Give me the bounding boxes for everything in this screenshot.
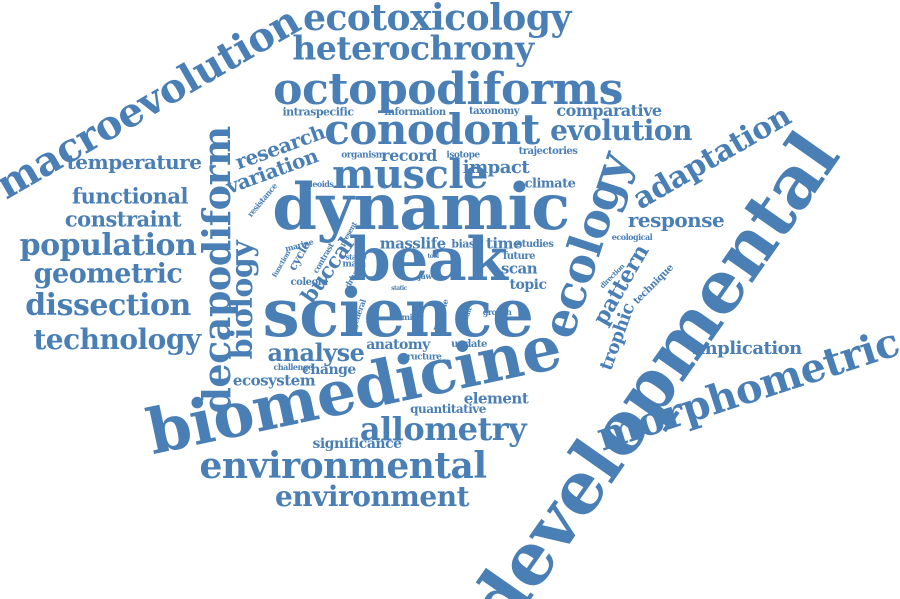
word-biology: biology [225, 240, 260, 360]
word-constraint: constraint [64, 206, 182, 232]
word-environment: environment [274, 480, 470, 513]
word-element: element [463, 389, 529, 408]
word-anatomy: anatomy [366, 337, 430, 353]
word-future: future [502, 251, 536, 262]
word-impact: impact [462, 157, 530, 178]
word-coleoids: coleoids [300, 179, 334, 189]
word-quantitative: quantitative [410, 402, 486, 416]
word-update: update [451, 339, 487, 350]
word-implication: implication [692, 338, 802, 359]
word-significance: significance [312, 436, 402, 452]
word-evolution: evolution [550, 114, 692, 147]
word-technology: technology [33, 323, 201, 356]
word-life: life [420, 234, 446, 253]
word-temperature: temperature [66, 150, 202, 174]
word-response: response [627, 208, 725, 232]
word-static: static [391, 285, 407, 292]
word-geometric: geometric [33, 258, 183, 290]
word-environmental: environmental [199, 445, 487, 487]
word-time: time [485, 234, 523, 253]
word-conodont: conodont [324, 105, 540, 154]
word-intraspecific: intraspecific [282, 105, 354, 119]
word-tool: tool [427, 253, 439, 260]
word-octopodiforms: octopodiforms [273, 64, 623, 115]
word-heterochrony: heterochrony [292, 28, 534, 68]
word-ecosystem: ecosystem [232, 371, 316, 390]
word-dynamic: dynamic [272, 170, 570, 245]
word-ecotoxicology: ecotoxicology [303, 0, 571, 39]
word-beak: beak [348, 225, 508, 295]
word-stable: stable [345, 252, 367, 262]
word-jaw: jaw [418, 271, 432, 281]
word-challenge: challenge [273, 362, 313, 372]
word-record: record [381, 146, 437, 165]
word-growth: growth [482, 307, 512, 317]
word-studies: studies [516, 239, 554, 250]
word-dissection: dissection [25, 288, 191, 323]
word-analyse: analyse [267, 338, 365, 367]
word-climate: climate [524, 176, 576, 192]
word-topic: topic [509, 277, 547, 293]
word-similar: similar [395, 312, 423, 322]
word-organism: organism [341, 150, 385, 161]
word-taxonomy: taxonomy [468, 106, 520, 117]
word-structure: structure [398, 352, 442, 363]
word-muscle: muscle [332, 151, 488, 198]
word-trajectories: trajectories [518, 146, 578, 157]
word-scan: scan [500, 259, 538, 278]
word-science: science [262, 274, 534, 352]
word-main: main [342, 259, 366, 270]
word-change: change [302, 362, 356, 378]
word-coleoid: coleoid [290, 277, 328, 288]
word-information: information [384, 107, 446, 118]
word-mass: mass [379, 234, 421, 253]
word-allometry: allometry [359, 410, 527, 448]
word-bias: bias [451, 237, 475, 251]
word-ecological: ecological [611, 232, 653, 242]
word-comparative: comparative [556, 101, 662, 120]
word-isotope: isotope [446, 150, 480, 161]
word-population: population [19, 228, 197, 263]
word-functional: functional [72, 183, 188, 209]
